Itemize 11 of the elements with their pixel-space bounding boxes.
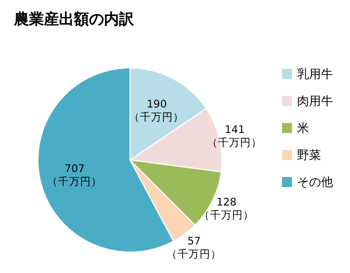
data-label: 128（千万円）	[199, 196, 254, 222]
legend-label: 米	[297, 121, 309, 135]
legend-label: 野菜	[297, 148, 321, 162]
data-label: 141（千万円）	[207, 124, 262, 150]
data-label: 190（千万円）	[129, 98, 184, 124]
legend-label: 肉用牛	[297, 94, 333, 108]
legend-label: その他	[297, 175, 333, 189]
legend-label: 乳用牛	[297, 67, 333, 81]
data-label: 57（千万円）	[166, 236, 222, 261]
data-label: 707（千万円）	[47, 162, 102, 188]
chart-title: 農業産出額の内訳	[13, 10, 135, 28]
